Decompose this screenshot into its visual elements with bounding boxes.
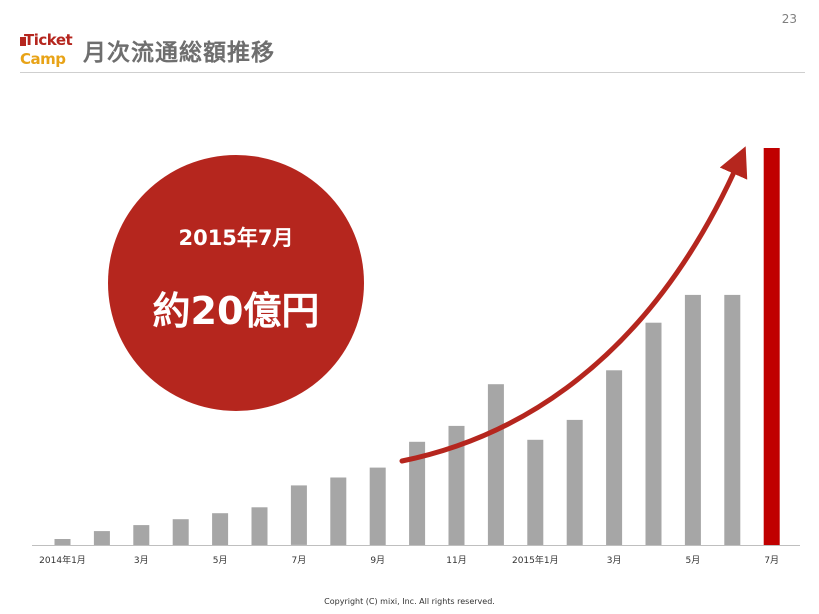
bar-10 [409, 441, 426, 545]
logo-text-ticket: Ticket [24, 31, 73, 49]
x-tick-label: 5月 [686, 555, 701, 566]
bar-12 [487, 384, 504, 545]
bar-1 [54, 539, 71, 545]
bar-11 [448, 425, 465, 545]
bar-18 [724, 294, 741, 545]
bar-17 [684, 294, 701, 545]
bar-4 [172, 519, 189, 545]
growth-trend-arrow [399, 146, 748, 464]
bar-16 [645, 322, 662, 545]
x-tick-label: 5月 [213, 555, 228, 566]
bar-7 [290, 485, 307, 545]
logo-ticket-mark [20, 37, 26, 46]
bar-13 [527, 439, 544, 545]
bar-8 [330, 477, 347, 545]
bar-14 [566, 419, 583, 545]
page-number: 23 [781, 12, 797, 26]
x-tick-label: 11月 [446, 555, 466, 566]
bar-9 [369, 467, 386, 545]
ticket-camp-logo: Ticket Camp [20, 31, 73, 71]
highlight-callout: 2015年7月 約20億円 [108, 155, 364, 411]
x-tick-label: 7月 [292, 555, 307, 566]
copyright-footer: Copyright (C) mixi, Inc. All rights rese… [324, 597, 495, 606]
x-tick-label: 9月 [370, 555, 385, 566]
x-tick-labels: 2014年1月 3月 5月 7月 9月 11月 2015年1月 3月 5月 7月 [39, 554, 779, 566]
x-tick-label: 3月 [607, 555, 622, 566]
bar-3 [133, 525, 150, 545]
bar-series [54, 148, 780, 545]
bar-19 [763, 148, 780, 545]
bar-6 [251, 507, 268, 545]
callout-date: 2015年7月 [178, 226, 293, 250]
x-tick-label: 7月 [764, 555, 779, 566]
x-tick-label: 2014年1月 [39, 554, 86, 566]
bar-2 [93, 531, 110, 545]
x-tick-label: 3月 [134, 555, 149, 566]
slide-title: 月次流通総額推移 [83, 40, 275, 66]
bar-15 [606, 370, 623, 545]
callout-circle [108, 155, 364, 411]
x-tick-label: 2015年1月 [512, 554, 559, 566]
logo-text-camp: Camp [20, 50, 66, 68]
title-divider [20, 72, 805, 73]
bar-5 [212, 513, 229, 545]
callout-value: 約20億円 [153, 289, 320, 333]
